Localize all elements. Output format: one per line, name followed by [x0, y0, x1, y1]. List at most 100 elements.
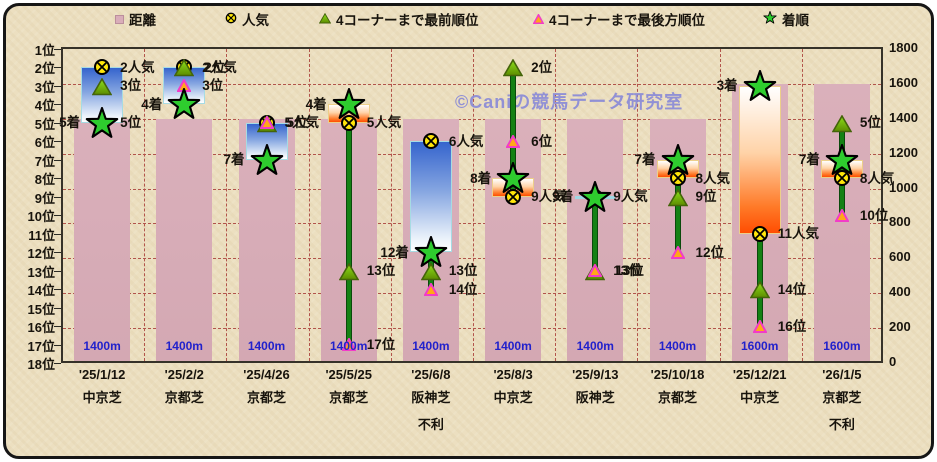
marker-label: 9位 — [695, 189, 717, 205]
finish-order-star-icon — [763, 11, 777, 27]
grid-line-horizontal — [63, 153, 881, 155]
grid-line-vertical — [473, 49, 474, 361]
right-axis-label: 1600 — [889, 74, 918, 90]
left-axis-tick — [54, 344, 61, 346]
popularity-marker — [751, 225, 769, 243]
front-position-marker — [667, 188, 688, 207]
legend: 距離 人気 4コーナーまで最前順位 4コーナーまで最後方順位 着順 — [6, 8, 931, 30]
right-axis-label: 1000 — [889, 179, 918, 195]
marker-label: 7着 — [798, 152, 820, 168]
marker-label: 9人気 — [531, 189, 566, 205]
legend-item-finish-order: 着順 — [763, 8, 809, 30]
finish-order-marker — [496, 162, 530, 194]
left-axis-label: 15位 — [27, 301, 55, 317]
left-axis-label: 13位 — [27, 264, 55, 280]
marker-label: 7着 — [634, 152, 656, 168]
right-axis-label: 1800 — [889, 40, 918, 55]
popularity-marker — [340, 114, 358, 132]
marker-label: 9着 — [552, 189, 574, 205]
x-label-venue: 京都芝 — [329, 390, 369, 405]
marker-label: 2人気 — [120, 59, 155, 75]
finish-order-marker — [743, 69, 777, 102]
distance-label: 1400m — [412, 339, 450, 353]
grid-line-horizontal — [63, 258, 881, 260]
left-axis-tick — [54, 326, 61, 328]
rear-position-marker — [587, 263, 603, 278]
popularity-marker — [422, 132, 440, 150]
x-label-date: '25/4/26 — [243, 367, 290, 382]
finish-order-marker — [332, 88, 366, 120]
marker-label: 3着 — [716, 78, 738, 94]
left-axis-label: 3位 — [34, 79, 55, 95]
left-axis-tick — [54, 85, 61, 87]
rear-position-marker — [423, 281, 439, 296]
x-label-date: '25/1/12 — [78, 367, 126, 382]
x-label-note: 不利 — [417, 417, 444, 432]
marker-label: 5人気 — [284, 115, 320, 131]
marker-label: 2位 — [204, 59, 226, 75]
left-axis-tick — [54, 270, 61, 272]
left-axis-tick — [54, 49, 61, 50]
distance-label: 1400m — [576, 339, 614, 353]
popularity-marker — [504, 188, 522, 206]
x-label-date: '25/12/21 — [732, 367, 787, 382]
left-axis-label: 7位 — [34, 153, 55, 169]
marker-label: 5位 — [120, 115, 142, 131]
marker-label: 9人気 — [613, 189, 648, 205]
left-axis-tick — [54, 233, 61, 235]
grid-line-horizontal — [63, 188, 881, 190]
distance-label: 1600m — [741, 339, 779, 353]
distance-bar — [156, 118, 213, 361]
legend-item-popularity: 人気 — [225, 8, 269, 30]
marker-label: 8人気 — [859, 170, 895, 186]
left-axis-label: 6位 — [34, 135, 55, 151]
left-axis-tick — [54, 141, 61, 143]
marker-label: 17位 — [366, 337, 396, 353]
grid-line-vertical — [719, 49, 721, 361]
corner-range-line — [345, 122, 352, 345]
right-axis-label: 600 — [889, 249, 911, 265]
left-axis-tick — [54, 289, 61, 291]
left-axis-label: 8位 — [34, 172, 55, 188]
rear-position-marker — [505, 133, 521, 148]
x-label-date: '25/10/18 — [650, 367, 705, 382]
marker-label: 3位 — [120, 78, 142, 94]
chart-frame: 距離 人気 4コーナーまで最前順位 4コーナーまで最後方順位 着順 ©Caniの… — [3, 3, 934, 459]
finish-order-marker — [414, 236, 448, 268]
x-label-venue: 京都芝 — [164, 390, 204, 405]
front-position-marker — [173, 58, 195, 77]
distance-label: 1400m — [247, 339, 286, 353]
finish-order-marker — [825, 143, 859, 176]
front-position-marker — [420, 262, 442, 281]
marker-label: 6人気 — [448, 133, 484, 149]
left-axis-label: 10位 — [27, 209, 55, 225]
popularity-marker — [833, 169, 851, 187]
rear-position-marker — [258, 115, 275, 130]
grid-line-vertical — [801, 49, 803, 361]
left-axis-tick — [54, 363, 61, 364]
marker-label: 5人気 — [366, 115, 402, 131]
front-position-marker — [831, 114, 853, 133]
plot-stage: 距離 人気 4コーナーまで最前順位 4コーナーまで最後方順位 着順 ©Caniの… — [6, 6, 931, 456]
left-axis-tick — [54, 104, 61, 106]
distance-bar — [74, 118, 131, 361]
marker-label: 14位 — [777, 281, 807, 297]
marker-label: 13位 — [615, 263, 644, 279]
marker-label: 3位 — [202, 78, 224, 94]
x-label-venue: 中京芝 — [82, 390, 122, 405]
marker-label: 7着 — [223, 152, 245, 168]
front-position-triangle-icon — [318, 12, 332, 27]
left-axis-label: 17位 — [27, 338, 55, 354]
popularity-marker — [93, 58, 111, 76]
marker-label: 4着 — [141, 96, 163, 112]
x-label-date: '25/6/8 — [411, 367, 451, 382]
x-label-venue: 中京芝 — [493, 390, 533, 405]
finish-order-marker — [578, 180, 612, 213]
x-label-venue: 京都芝 — [246, 390, 286, 405]
plot-area — [61, 47, 883, 363]
left-axis-label: 16位 — [27, 320, 55, 336]
marker-label: 2人気 — [202, 59, 237, 75]
marker-label: 12位 — [695, 244, 725, 260]
marker-label: 6位 — [531, 133, 553, 149]
front-position-marker — [502, 58, 524, 77]
